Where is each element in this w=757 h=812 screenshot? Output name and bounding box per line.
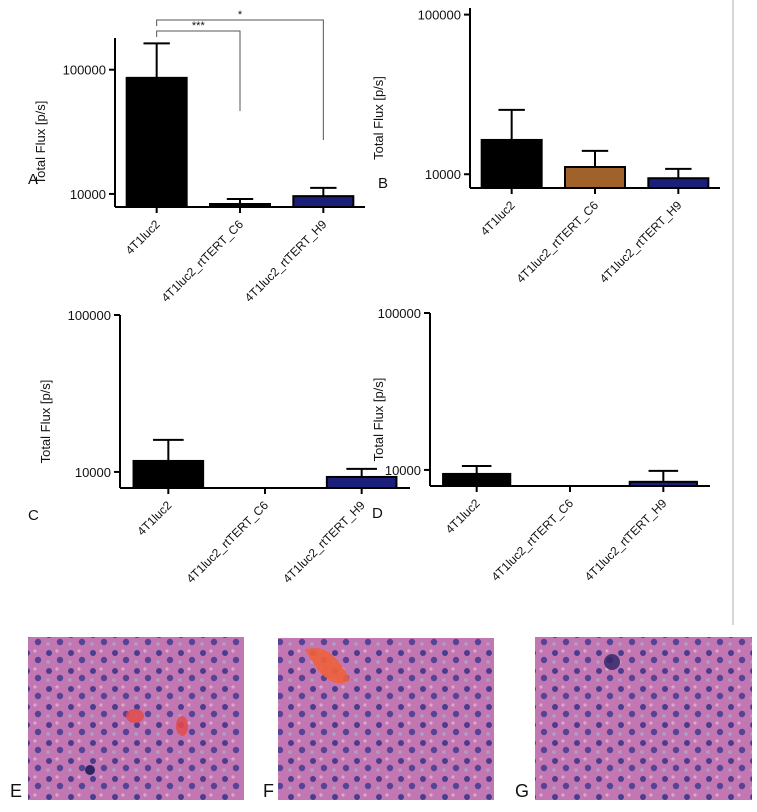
bar: [564, 166, 626, 190]
panel-label: E: [10, 781, 22, 801]
y-axis-label: Total Flux [p/s]: [38, 380, 53, 464]
y-axis-label: Total Flux [p/s]: [33, 101, 48, 185]
histology-g: [535, 637, 752, 800]
bar: [647, 177, 710, 189]
x-tick-label: 4T1luc2: [443, 496, 483, 536]
y-tick-label: 10000: [385, 463, 421, 478]
x-tick-label: 4T1luc2_rtTERT_H9: [242, 217, 330, 305]
x-tick-label: 4T1luc2_rtTERT_C6: [184, 498, 272, 586]
panel-label: D: [372, 505, 383, 522]
x-tick-label: 4T1luc2_rtTERT_H9: [582, 496, 670, 584]
panel-label: A: [28, 171, 38, 188]
x-tick-label: 4T1luc2: [123, 217, 163, 257]
x-tick-label: 4T1luc2_rtTERT_H9: [597, 198, 685, 286]
y-axis-label: Total Flux [p/s]: [371, 378, 386, 462]
y-tick-label: 100000: [63, 63, 106, 78]
bar: [628, 480, 698, 487]
significance-label: ***: [192, 20, 206, 32]
x-tick-label: 4T1luc2_rtTERT_C6: [489, 496, 577, 584]
histology-f: [278, 638, 494, 800]
x-tick-label: 4T1luc2_rtTERT_C6: [159, 217, 247, 305]
x-tick-label: 4T1luc2_rtTERT_H9: [280, 498, 368, 586]
bar: [209, 202, 271, 208]
significance-bracket: [156, 19, 324, 140]
histology-e: [28, 637, 244, 800]
bar: [480, 138, 543, 190]
bar: [325, 475, 398, 489]
significance-bracket: [156, 30, 241, 111]
bar: [442, 472, 512, 487]
y-tick-label: 10000: [70, 187, 106, 202]
y-tick-label: 100000: [68, 308, 111, 323]
panel-label: G: [515, 781, 529, 801]
panel-label: B: [378, 175, 388, 192]
bar: [292, 195, 355, 209]
panel-label: F: [263, 781, 274, 801]
bar: [132, 459, 205, 489]
y-tick-label: 100000: [378, 306, 421, 321]
x-tick-label: 4T1luc2_rtTERT_C6: [514, 198, 602, 286]
y-axis-label: Total Flux [p/s]: [371, 76, 386, 160]
significance-label: *: [238, 9, 243, 21]
y-tick-label: 10000: [75, 465, 111, 480]
x-tick-label: 4T1luc2: [478, 198, 518, 238]
panel-label: C: [28, 507, 39, 524]
y-tick-label: 100000: [418, 8, 461, 23]
bar: [125, 76, 188, 208]
y-tick-label: 10000: [425, 167, 461, 182]
x-tick-label: 4T1luc2: [134, 498, 174, 538]
